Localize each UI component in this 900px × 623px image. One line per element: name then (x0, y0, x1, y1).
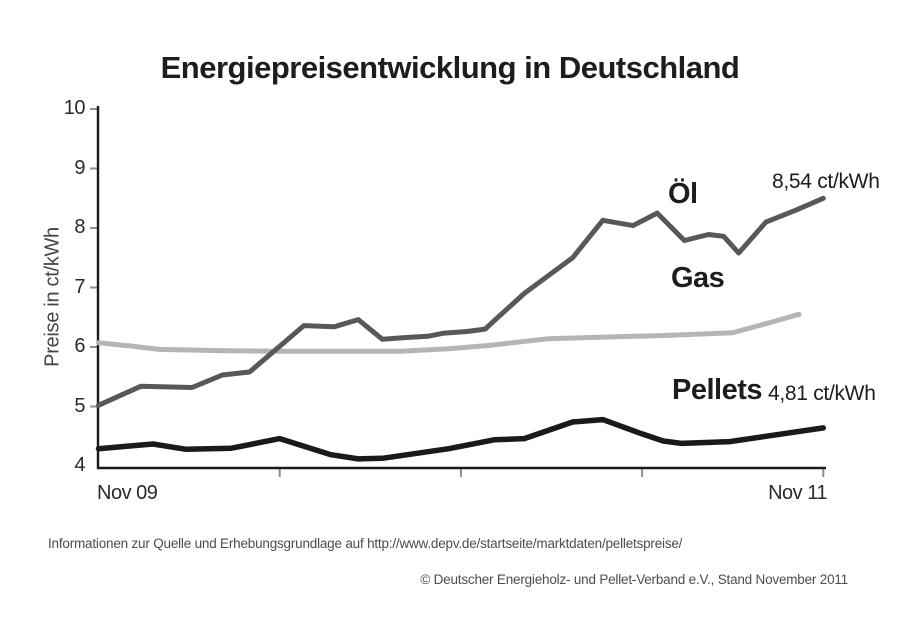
chart-title: Energiepreisentwicklung in Deutschland (160, 50, 740, 85)
source-info-text: Informationen zur Quelle und Erhebungsgr… (48, 536, 683, 551)
copyright-text: © Deutscher Energieholz- und Pellet-Verb… (420, 572, 848, 587)
series-line-pellets (95, 416, 827, 462)
y-tick-label: 8 (74, 216, 85, 238)
x-tick-label-nov11: Nov 11 (768, 482, 827, 504)
pellets-end-value-label: 4,81 ct/kWh (768, 382, 876, 405)
y-tick-label: 9 (74, 156, 85, 179)
y-tick-label: 10 (63, 97, 86, 119)
y-tick-label: 5 (74, 394, 85, 417)
series-line-gas (96, 311, 802, 354)
series-label-oil: Öl (668, 178, 698, 210)
oil-end-value-label: 8,54 ct/kWh (772, 170, 880, 193)
y-tick-label: 7 (74, 275, 85, 298)
series-line-oil (96, 195, 826, 408)
series-label-pellets: Pellets (672, 374, 763, 406)
series-label-gas: Gas (671, 262, 725, 294)
y-tick-label: 6 (74, 335, 85, 357)
y-tick-label: 4 (74, 454, 85, 476)
x-tick-label-nov09: Nov 09 (97, 482, 158, 504)
